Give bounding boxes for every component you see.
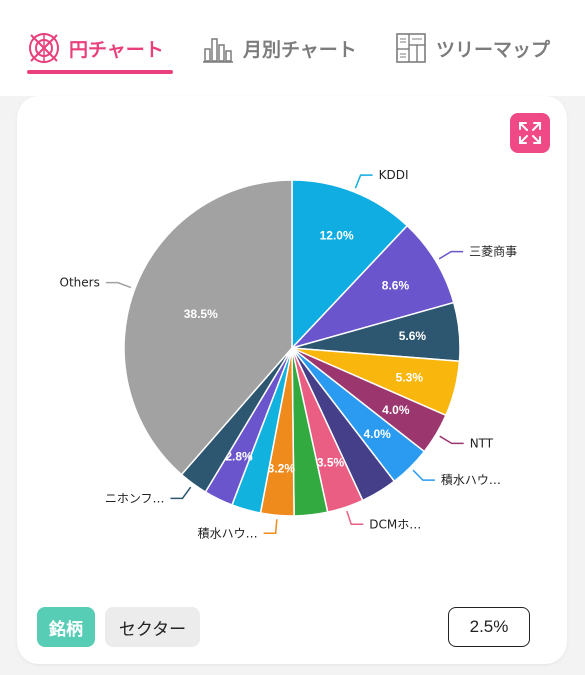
- tab-monthly-chart[interactable]: 月別チャート: [201, 24, 357, 72]
- slice-percent-label: 5.6%: [399, 329, 427, 343]
- tab-label: 月別チャート: [243, 38, 357, 61]
- sector-button[interactable]: セクター: [105, 607, 200, 647]
- slice-percent-label: 3.2%: [268, 461, 296, 475]
- slice-percent-label: 5.3%: [396, 370, 424, 384]
- slice-name-label: NTT: [470, 436, 494, 450]
- threshold-value: 2.5%: [469, 617, 509, 636]
- pie-slice[interactable]: [289, 224, 455, 350]
- slice-name-label: Others: [60, 276, 100, 290]
- leader-line: [170, 486, 192, 500]
- slice-percent-label: 4.0%: [363, 427, 391, 441]
- slice-percent-label: 2.8%: [225, 450, 253, 464]
- leader-line: [438, 250, 464, 260]
- slice-name-label: KDDI: [379, 168, 409, 182]
- slice-name-label: 積水ハウ…: [198, 525, 258, 540]
- bar-chart-icon: [201, 31, 235, 65]
- pie-slice[interactable]: [123, 179, 293, 476]
- expand-icon: [519, 122, 541, 144]
- leader-line: [263, 519, 278, 535]
- slice-name-label: DCMホ…: [369, 517, 421, 531]
- tab-bar-background: [0, 0, 585, 96]
- meigara-button[interactable]: 銘柄: [37, 607, 95, 647]
- leader-line: [354, 174, 373, 189]
- pie-target-icon: [27, 31, 61, 65]
- slice-percent-label: 38.5%: [184, 307, 218, 321]
- sector-label: セクター: [118, 619, 187, 640]
- threshold-button[interactable]: 2.5%: [448, 607, 530, 647]
- leader-line: [346, 510, 364, 526]
- active-tab-indicator: [27, 70, 173, 74]
- tab-label: ツリーマップ: [436, 38, 551, 61]
- tab-pie-chart[interactable]: 円チャート: [27, 24, 164, 72]
- tab-label: 円チャート: [69, 38, 164, 61]
- slice-percent-label: 8.6%: [382, 278, 410, 292]
- meigara-label: 銘柄: [49, 619, 83, 640]
- leader-line: [439, 435, 464, 445]
- expand-button[interactable]: [510, 113, 550, 153]
- chart-type-tabs: 円チャート 月別チャート: [0, 0, 585, 90]
- slice-name-label: ニホンフ…: [105, 491, 165, 505]
- slice-percent-label: 12.0%: [320, 229, 354, 243]
- treemap-icon: [394, 31, 428, 65]
- slice-percent-label: 3.5%: [317, 456, 345, 470]
- slice-name-label: 三菱商事: [469, 244, 517, 259]
- leader-line: [412, 469, 435, 481]
- leader-line: [105, 281, 132, 289]
- pie-slice[interactable]: [291, 179, 409, 350]
- slice-percent-label: 4.0%: [382, 403, 410, 417]
- tab-treemap[interactable]: ツリーマップ: [394, 24, 550, 72]
- slice-name-label: 積水ハウ…: [441, 472, 501, 487]
